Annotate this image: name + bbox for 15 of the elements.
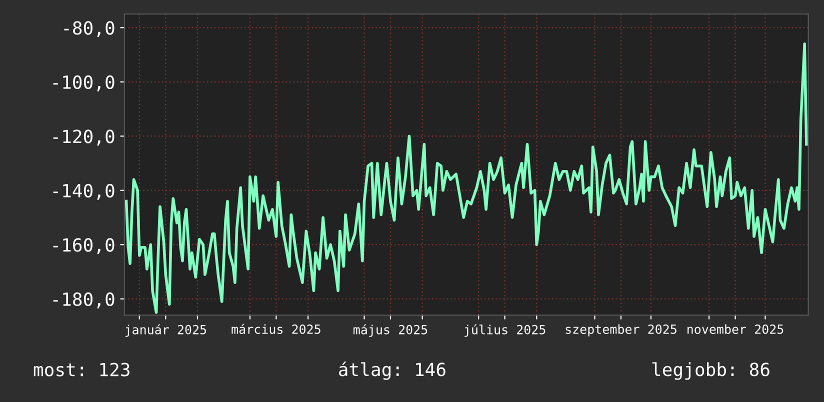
y-tick-label: -140,0: [53, 184, 114, 200]
y-tick-label: -180,0: [53, 292, 114, 308]
x-tick-label: január 2025: [125, 324, 206, 337]
y-tick-label: -160,0: [53, 238, 114, 254]
text: most: 123: [34, 362, 130, 376]
x-tick-label: május 2025: [354, 324, 428, 337]
y-tick-label: -80,0: [64, 21, 114, 38]
x-tick-label: szeptember 2025: [566, 324, 676, 336]
y-tick-label: -100,0: [53, 75, 114, 92]
text: legjobb: 86: [652, 362, 770, 380]
x-tick-label: március 2025: [232, 324, 320, 334]
y-tick-label: -120,0: [53, 130, 114, 146]
x-tick-label: november 2025: [688, 324, 784, 334]
text: átlag: 146: [339, 362, 446, 380]
x-tick-label: július 2025: [464, 324, 546, 337]
